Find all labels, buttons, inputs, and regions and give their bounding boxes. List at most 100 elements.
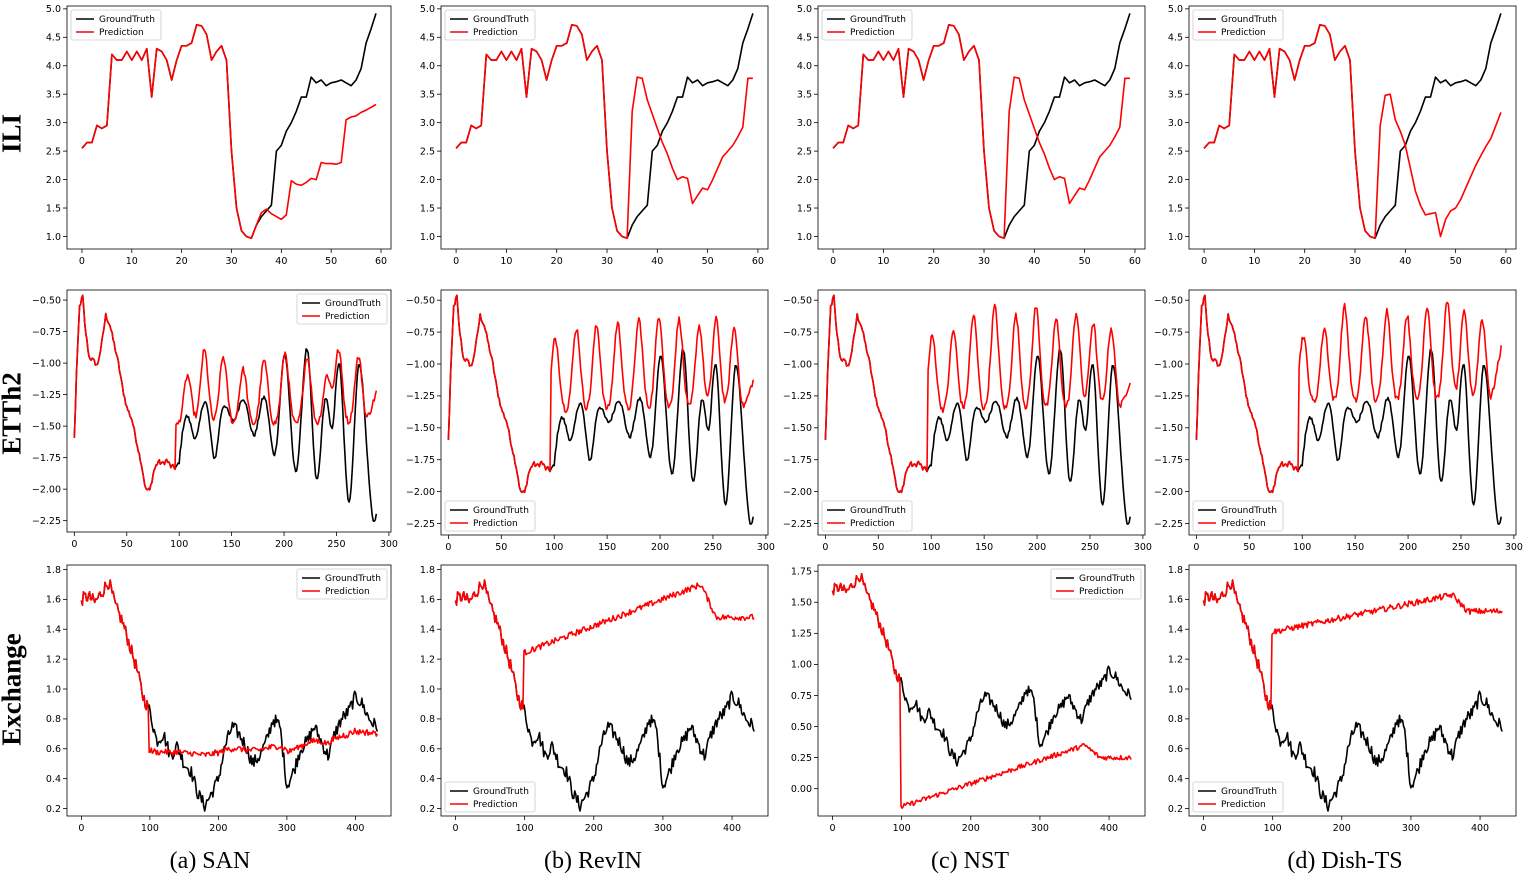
x-tick-label: 30 (601, 256, 613, 267)
x-tick-label: 100 (893, 823, 911, 834)
legend-prediction-label: Prediction (325, 587, 370, 597)
axes-frame (1188, 5, 1517, 250)
axes-frame (440, 564, 769, 817)
y-tick-label: 1.50 (791, 598, 812, 609)
legend: GroundTruth Prediction (1192, 500, 1284, 532)
x-tick-label: 300 (380, 539, 398, 550)
prediction-line (73, 294, 378, 491)
y-tick-label: 1.0 (1168, 684, 1183, 695)
legend: GroundTruth Prediction (444, 9, 536, 41)
y-tick-label: −0.50 (783, 296, 812, 307)
caption-revin: (b) RevIN (544, 848, 642, 874)
y-tick-label: 0.4 (46, 774, 61, 785)
legend: GroundTruth Prediction (296, 568, 388, 600)
y-tick-label: 0.2 (1168, 804, 1183, 815)
x-tick-label: 200 (1028, 542, 1046, 553)
prediction-line (81, 24, 377, 239)
x-tick-label: 50 (325, 256, 337, 267)
y-tick-label: 1.6 (46, 595, 61, 606)
x-tick-label: 20 (551, 256, 563, 267)
y-tick-label: 3.0 (1168, 118, 1183, 129)
legend: GroundTruth Prediction (70, 9, 162, 41)
y-tick-label: 0.2 (420, 804, 435, 815)
groundtruth-line (73, 294, 378, 523)
y-tick-label: −1.50 (783, 423, 812, 434)
x-tick-label: 0 (829, 823, 835, 834)
y-tick-label: 1.4 (46, 625, 61, 636)
y-tick-label: 4.5 (1168, 33, 1183, 44)
legend-groundtruth-label: GroundTruth (850, 506, 906, 516)
subplot-exchange-nst: 0 100 200 300 400 0.00 0.25 0.50 0.75 1.00 1.25 1.5… (791, 564, 1146, 834)
y-tick-label: 1.6 (1168, 595, 1183, 606)
legend-prediction-label: Prediction (325, 312, 370, 322)
axes-frame (66, 564, 392, 817)
axes-frame (817, 289, 1146, 536)
x-tick-label: 0 (79, 256, 85, 267)
legend-prediction-label: Prediction (850, 519, 895, 529)
x-tick-label: 60 (1129, 256, 1141, 267)
legend-groundtruth-label: GroundTruth (325, 574, 381, 584)
y-tick-label: 4.5 (797, 33, 812, 44)
y-tick-label: 0.75 (791, 691, 812, 702)
y-tick-label: 1.2 (46, 654, 61, 665)
y-tick-label: −1.75 (32, 453, 61, 464)
x-tick-label: 100 (922, 542, 940, 553)
x-tick-label: 50 (1079, 256, 1091, 267)
legend-prediction-label: Prediction (1221, 519, 1266, 529)
row-label-etth2: ETTh2 (0, 372, 27, 455)
y-tick-label: −0.75 (1154, 327, 1183, 338)
prediction-line (447, 294, 754, 494)
prediction-line (824, 294, 1131, 494)
y-tick-label: 0.8 (1168, 714, 1183, 725)
x-tick-label: 100 (141, 823, 159, 834)
y-tick-label: 0.8 (46, 714, 61, 725)
y-tick-label: −1.00 (783, 359, 812, 370)
legend-groundtruth-label: GroundTruth (473, 787, 529, 797)
prediction-line (454, 579, 755, 711)
x-tick-label: 40 (275, 256, 287, 267)
legend-prediction-label: Prediction (1221, 28, 1266, 38)
y-tick-label: 2.5 (797, 146, 812, 157)
subplot-ili-nst: 0 10 20 30 40 50 60 1.0 1.5 2.0 2.5 3.0 3.5 4.0 4.5 5.0… (797, 4, 1146, 267)
y-tick-label: 1.00 (791, 660, 812, 671)
row-label-exchange: Exchange (0, 633, 27, 746)
y-tick-label: 5.0 (1168, 4, 1183, 15)
y-tick-label: 1.8 (46, 565, 61, 576)
y-tick-label: 1.8 (420, 565, 435, 576)
x-tick-label: 0 (1200, 823, 1206, 834)
x-tick-label: 200 (962, 823, 980, 834)
axes-frame (1188, 564, 1517, 817)
y-tick-label: −1.25 (1154, 391, 1183, 402)
prediction-line (1195, 294, 1502, 494)
y-tick-label: −1.50 (1154, 423, 1183, 434)
y-tick-label: 1.5 (797, 203, 812, 214)
x-tick-label: 0 (1193, 542, 1199, 553)
subplot-ili-san: 0 10 20 30 40 50 60 1.0 1.5 2.0 2.5 3.0 3.5 4.0 4.5 5.0… (46, 4, 392, 267)
axes-frame (66, 5, 392, 250)
x-tick-label: 200 (1399, 542, 1417, 553)
x-tick-label: 250 (704, 542, 722, 553)
axes-frame (66, 289, 392, 533)
y-tick-label: −0.75 (406, 327, 435, 338)
y-tick-label: 2.5 (420, 146, 435, 157)
caption-nst: (c) NST (931, 848, 1009, 874)
y-tick-label: 1.2 (420, 654, 435, 665)
x-tick-label: 300 (654, 823, 672, 834)
y-tick-label: −1.75 (1154, 455, 1183, 466)
y-tick-label: 4.0 (46, 61, 61, 72)
x-tick-label: 400 (1471, 823, 1489, 834)
groundtruth-line (454, 579, 755, 812)
subplot-ili-revin: 0 10 20 30 40 50 60 1.0 1.5 2.0 2.5 3.0 3.5 4.0 4.5 5.0… (420, 4, 769, 267)
y-tick-label: 0.8 (420, 714, 435, 725)
subplot-etth2-revin: 0 50 100 150 200 250 300 −2.25 −2.00 −1.75 −1.50 −1… (406, 289, 775, 553)
axes-frame (440, 5, 769, 250)
x-tick-label: 400 (346, 823, 364, 834)
y-tick-label: −0.75 (783, 327, 812, 338)
axes-frame (440, 289, 769, 536)
x-tick-label: 0 (453, 256, 459, 267)
y-tick-label: −1.75 (406, 455, 435, 466)
y-tick-label: −1.00 (32, 358, 61, 369)
x-tick-label: 30 (225, 256, 237, 267)
prediction-line (1202, 579, 1503, 711)
groundtruth-line (831, 573, 1132, 767)
